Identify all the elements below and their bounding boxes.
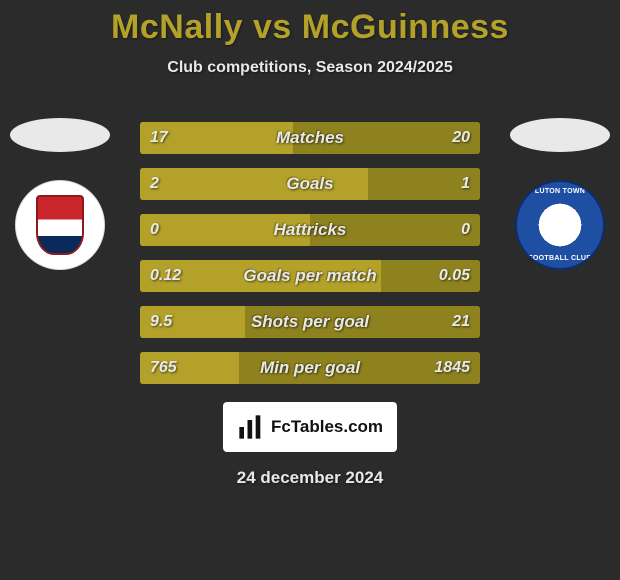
branding-text: FcTables.com bbox=[271, 417, 383, 437]
player-left-column bbox=[0, 118, 120, 270]
stat-label: Goals per match bbox=[140, 260, 480, 292]
footer-date: 24 december 2024 bbox=[0, 468, 620, 488]
club-badge-right: LUTON TOWN FOOTBALL CLUB bbox=[515, 180, 605, 270]
stat-row: 7651845Min per goal bbox=[140, 352, 480, 384]
title-vs: vs bbox=[253, 8, 292, 46]
player-right-silhouette bbox=[510, 118, 610, 152]
stat-label: Min per goal bbox=[140, 352, 480, 384]
club-right-text-top: LUTON TOWN bbox=[517, 188, 603, 195]
branding-badge: FcTables.com bbox=[223, 402, 397, 452]
subtitle: Club competitions, Season 2024/2025 bbox=[0, 59, 620, 77]
title-right: McGuinness bbox=[302, 8, 509, 46]
stat-row: 9.521Shots per goal bbox=[140, 306, 480, 338]
player-right-column: LUTON TOWN FOOTBALL CLUB bbox=[500, 118, 620, 270]
stat-label: Shots per goal bbox=[140, 306, 480, 338]
player-left-silhouette bbox=[10, 118, 110, 152]
club-right-text-bottom: FOOTBALL CLUB bbox=[517, 255, 603, 262]
stat-label: Goals bbox=[140, 168, 480, 200]
stat-row: 00Hattricks bbox=[140, 214, 480, 246]
stats-container: 1720Matches 21Goals 00Hattricks 0.120.05Goa… bbox=[140, 122, 480, 398]
branding-bars-icon bbox=[237, 413, 265, 441]
stat-row: 21Goals bbox=[140, 168, 480, 200]
comparison-card: McNally vs McGuinness Club competitions,… bbox=[0, 0, 620, 580]
stat-row: 0.120.05Goals per match bbox=[140, 260, 480, 292]
club-badge-left bbox=[15, 180, 105, 270]
page-title: McNally vs McGuinness bbox=[0, 0, 620, 47]
stat-row: 1720Matches bbox=[140, 122, 480, 154]
title-left: McNally bbox=[111, 8, 243, 46]
stat-label: Matches bbox=[140, 122, 480, 154]
stat-label: Hattricks bbox=[140, 214, 480, 246]
